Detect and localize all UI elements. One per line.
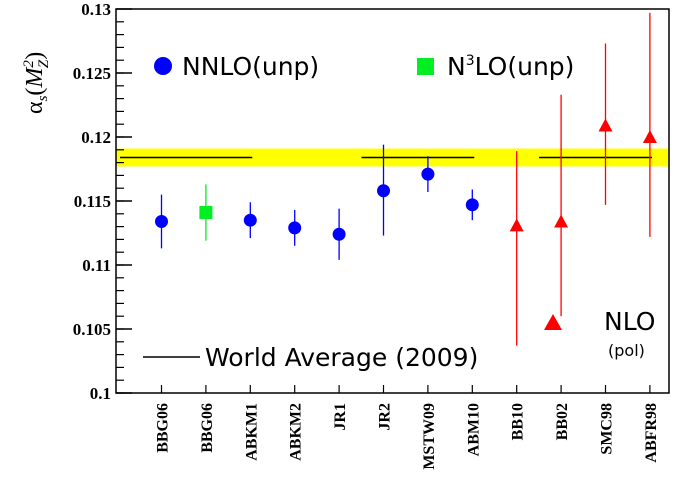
data-point <box>421 167 435 181</box>
data-point <box>288 221 302 235</box>
legend-nnlo-label: NNLO(unp) <box>182 52 319 81</box>
y-tick-label: 0.105 <box>73 320 111 339</box>
x-category-label: MSTW09 <box>421 403 438 470</box>
y-axis-var: M <box>22 66 48 89</box>
x-category-label: BB02 <box>554 403 571 440</box>
x-category-label: BB10 <box>510 403 527 440</box>
legend-nlo-note: (pol) <box>608 341 645 360</box>
legend-n3lo-sup: 3 <box>466 53 475 69</box>
y-tick-label: 0.13 <box>81 0 111 19</box>
y-axis-label: αs(M2Z) <box>21 52 52 114</box>
x-category-label: ABFR98 <box>643 403 660 463</box>
x-category-label: JR2 <box>377 403 394 431</box>
y-axis-var-sup: 2 <box>21 60 37 68</box>
data-point <box>509 218 524 232</box>
legend-n3lo-suffix: LO(unp) <box>475 52 575 81</box>
y-tick-label: 0.125 <box>73 64 111 83</box>
x-category-label: SMC98 <box>599 403 616 455</box>
x-category-label: ABKM2 <box>288 403 305 461</box>
data-point <box>199 206 213 220</box>
y-axis-open: ( <box>22 88 48 96</box>
data-point <box>598 118 613 132</box>
y-tick-label: 0.11 <box>82 256 111 275</box>
x-category-label: ABM10 <box>465 403 482 456</box>
x-category-label: JR1 <box>332 403 349 431</box>
y-tick-label: 0.12 <box>81 128 111 147</box>
x-category-label: BBG06 <box>199 403 216 453</box>
legend-n3lo-label: N3LO(unp) <box>447 52 574 81</box>
data-point <box>332 227 346 241</box>
data-point <box>465 198 479 212</box>
legend-nlo-marker <box>544 314 562 330</box>
data-point <box>554 214 569 228</box>
data-point <box>243 213 257 227</box>
y-axis-var-sub: Z <box>36 59 52 68</box>
data-point <box>377 184 390 198</box>
data-point <box>155 214 168 228</box>
legend-world-average-label: World Average (2009) <box>205 343 478 372</box>
legend-n3lo-marker <box>417 58 434 75</box>
y-tick-label: 0.1 <box>90 384 111 403</box>
y-axis-symbol: α <box>22 101 48 114</box>
y-tick-label: 0.115 <box>74 192 111 211</box>
legend-nlo-label: NLO <box>604 307 655 336</box>
legend-nnlo-marker <box>154 57 172 75</box>
legend-n3lo-prefix: N <box>447 52 466 81</box>
y-axis-symbol-sub: s <box>35 95 51 101</box>
data-point <box>642 130 657 143</box>
x-category-label: ABKM1 <box>243 403 260 461</box>
x-category-label: BBG06 <box>155 403 172 453</box>
y-axis-close: ) <box>22 52 48 60</box>
